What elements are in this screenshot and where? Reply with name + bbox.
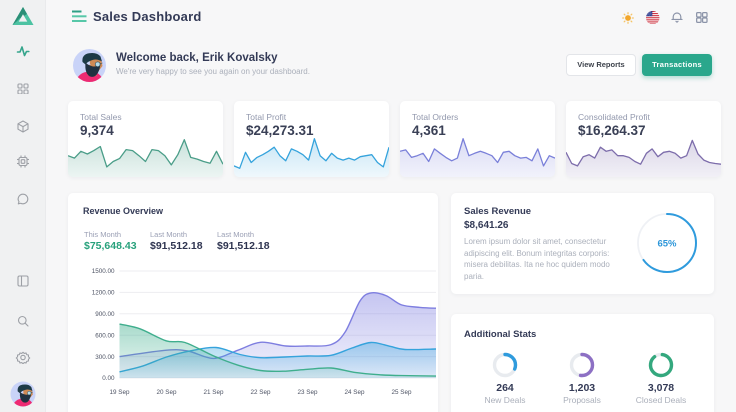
svg-text:21 Sep: 21 Sep — [204, 389, 224, 396]
svg-text:22 Sep: 22 Sep — [251, 389, 271, 396]
svg-text:25 Sep: 25 Sep — [392, 389, 412, 396]
svg-text:1200.00: 1200.00 — [92, 290, 115, 297]
svg-text:300.00: 300.00 — [95, 354, 115, 361]
svg-text:20 Sep: 20 Sep — [157, 389, 177, 396]
svg-text:19 Sep: 19 Sep — [110, 389, 130, 396]
svg-text:900.00: 900.00 — [95, 311, 115, 318]
svg-text:0.00: 0.00 — [102, 375, 115, 382]
svg-text:23 Sep: 23 Sep — [298, 389, 318, 396]
svg-text:65%: 65% — [657, 239, 677, 250]
svg-text:24 Sep: 24 Sep — [345, 389, 365, 396]
svg-text:600.00: 600.00 — [95, 332, 115, 339]
svg-text:1500.00: 1500.00 — [92, 268, 115, 275]
